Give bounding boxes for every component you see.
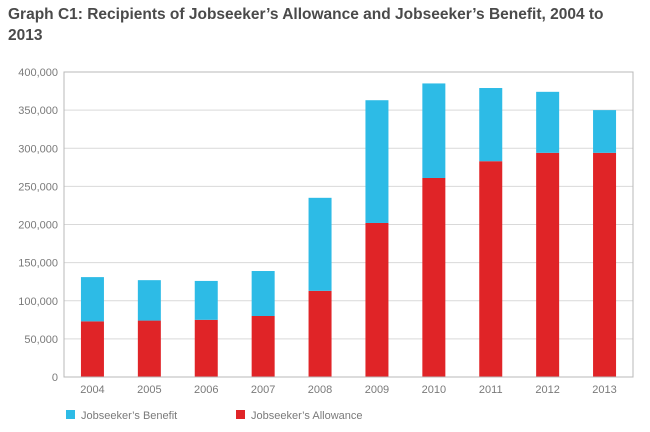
bars — [80, 83, 617, 377]
bar-jobseekers-allowance — [365, 222, 389, 377]
bar-jobseekers-allowance — [479, 161, 503, 377]
legend-label: Jobseeker’s Benefit — [81, 410, 177, 422]
y-tick-label: 400,000 — [18, 67, 58, 79]
y-tick-label: 200,000 — [18, 220, 58, 232]
x-tick-label: 2012 — [535, 384, 559, 396]
x-tick-label: 2007 — [251, 384, 275, 396]
chart-title: Graph C1: Recipients of Jobseeker’s Allo… — [8, 6, 604, 44]
x-tick-label: 2010 — [422, 384, 446, 396]
bar-jobseekers-benefit — [536, 91, 560, 153]
x-axis-ticks: 2004 2005 2006 2007 2008 2009 2010 2011 2012 2013 — [80, 384, 617, 396]
plot-frame — [63, 71, 634, 378]
y-axis-ticks: 0 50,000 100,000 150,000 200,000 250,000 300,0… — [18, 67, 58, 384]
legend: Jobseeker’s Benefit Jobseeker’s Allowance — [66, 410, 363, 422]
bar-jobseekers-allowance — [593, 152, 617, 377]
y-tick-label: 250,000 — [18, 181, 58, 193]
y-tick-label: 0 — [52, 372, 58, 384]
y-tick-label: 50,000 — [24, 334, 58, 346]
bar-jobseekers-benefit — [194, 280, 218, 320]
legend-swatch — [236, 410, 245, 419]
y-tick-label: 350,000 — [18, 105, 58, 117]
bar-jobseekers-benefit — [422, 83, 446, 178]
bar-jobseekers-benefit — [80, 277, 104, 322]
legend-label: Jobseeker’s Allowance — [251, 410, 363, 422]
x-tick-label: 2004 — [80, 384, 104, 396]
bar-jobseekers-allowance — [194, 319, 218, 377]
bar-jobseekers-benefit — [137, 280, 161, 321]
bar-jobseekers-allowance — [80, 321, 104, 377]
x-tick-label: 2013 — [592, 384, 616, 396]
bar-jobseekers-allowance — [422, 177, 446, 377]
bar-jobseekers-allowance — [308, 290, 332, 377]
x-tick-label: 2009 — [365, 384, 389, 396]
bar-jobseekers-allowance — [536, 152, 560, 377]
bar-jobseekers-benefit — [365, 100, 389, 223]
x-tick-label: 2008 — [308, 384, 332, 396]
bar-jobseekers-allowance — [251, 316, 275, 377]
y-tick-label: 300,000 — [18, 143, 58, 155]
x-tick-label: 2006 — [194, 384, 218, 396]
legend-swatch — [66, 410, 75, 419]
bar-jobseekers-benefit — [308, 197, 332, 291]
bar-jobseekers-benefit — [593, 110, 617, 153]
y-tick-label: 100,000 — [18, 296, 58, 308]
bar-jobseekers-allowance — [137, 320, 161, 377]
bar-jobseekers-benefit — [479, 88, 503, 162]
bar-jobseekers-benefit — [251, 271, 275, 316]
y-tick-label: 150,000 — [18, 258, 58, 270]
x-tick-label: 2011 — [479, 384, 503, 396]
x-tick-label: 2005 — [137, 384, 161, 396]
